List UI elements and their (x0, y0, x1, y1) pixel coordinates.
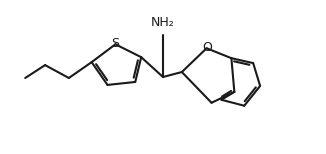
Text: NH₂: NH₂ (151, 16, 175, 29)
Text: S: S (111, 37, 119, 50)
Text: O: O (203, 41, 213, 54)
